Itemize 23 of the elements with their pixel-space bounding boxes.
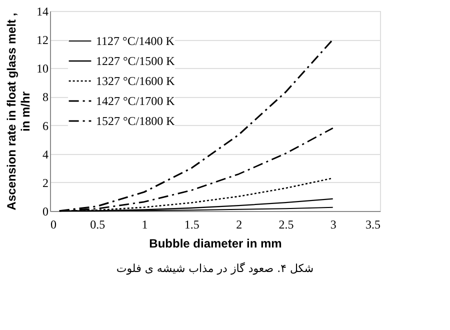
legend-label: 1527 °C/1800 K [96,114,176,128]
x-axis-title: Bubble diameter in mm [149,236,282,250]
y-tick-label: 8 [42,90,48,104]
legend-label: 1127 °C/1400 K [96,34,175,48]
y-tick-label: 12 [36,33,48,48]
x-tick-label: 2 [236,218,242,232]
y-tick-label: 6 [42,118,48,133]
legend-label: 1427 °C/1700 K [96,94,176,108]
x-tick-label: 1.5 [184,218,200,232]
x-tick-label: 1 [142,218,148,232]
x-tick-label: 2.5 [278,218,294,232]
y-tick-label: 10 [36,62,48,76]
y-tick-label: 0 [42,204,48,218]
legend-label: 1327 °C/1600 K [96,74,176,88]
x-tick-label: 3 [330,218,336,232]
x-tick-label: 0.5 [90,218,106,232]
y-axis-title: Ascension rate in float glass melt , in m/hr [4,12,32,210]
text: شکل ۴. صعود گاز در مذاب شیشه ی فلوت [116,262,314,275]
y-tick-label: 14 [36,4,48,18]
legend-label: 1227 °C/1500 K [96,54,176,68]
y-tick-label: 2 [42,176,48,190]
x-tick-label: 3.5 [366,218,380,232]
y-tick-label: 4 [42,147,48,162]
